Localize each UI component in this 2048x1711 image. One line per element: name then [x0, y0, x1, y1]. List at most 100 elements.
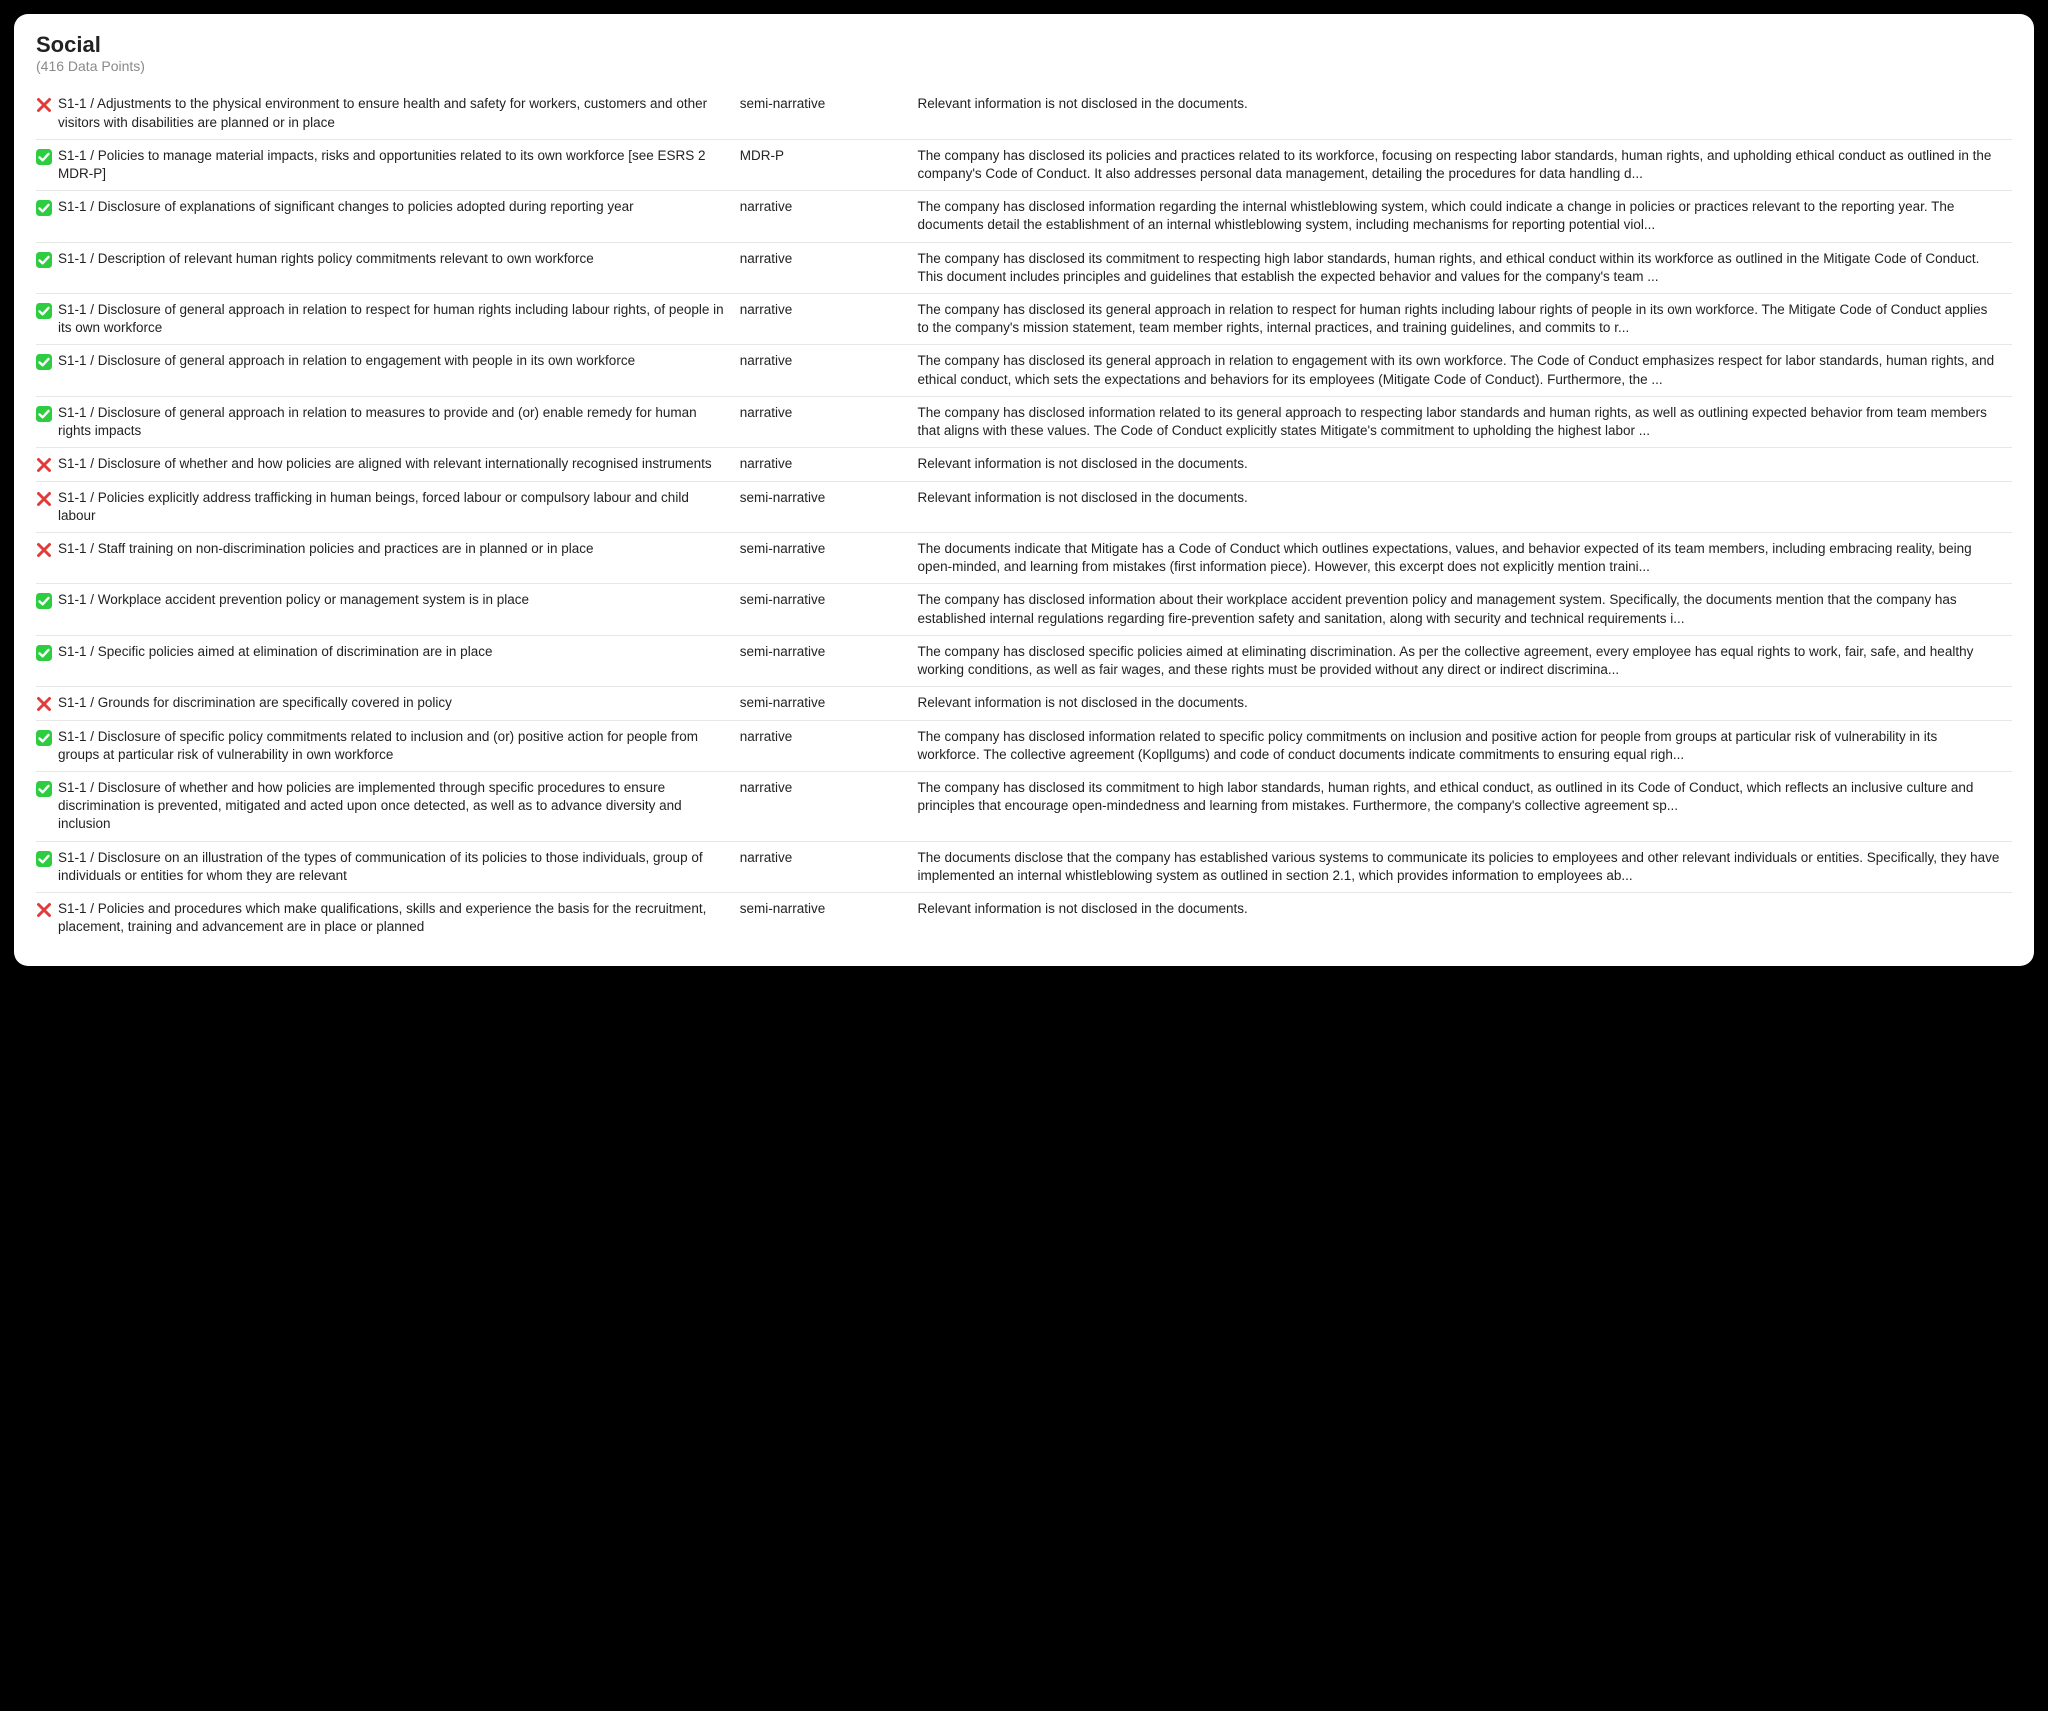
datapoint-description: The company has disclosed specific polic…: [918, 635, 2012, 686]
check-icon: [36, 851, 52, 867]
datapoint-label: S1-1 / Policies to manage material impac…: [58, 139, 740, 190]
datapoint-description: Relevant information is not disclosed in…: [918, 88, 2012, 139]
cross-icon: [36, 491, 52, 507]
table-row: S1-1 / Disclosure of general approach in…: [36, 345, 2012, 396]
datapoint-description: The company has disclosed information re…: [918, 720, 2012, 771]
cross-icon: [36, 97, 52, 113]
datapoint-type: narrative: [740, 191, 918, 242]
status-cell: [36, 345, 58, 396]
check-icon: [36, 354, 52, 370]
datapoint-description: The documents disclose that the company …: [918, 841, 2012, 892]
check-icon: [36, 781, 52, 797]
datapoint-description: The company has disclosed its commitment…: [918, 242, 2012, 293]
status-cell: [36, 893, 58, 944]
check-icon: [36, 593, 52, 609]
datapoint-description: The company has disclosed information re…: [918, 191, 2012, 242]
datapoint-type: semi-narrative: [740, 687, 918, 720]
table-row: S1-1 / Grounds for discrimination are sp…: [36, 687, 2012, 720]
check-icon: [36, 730, 52, 746]
datapoint-description: The company has disclosed information ab…: [918, 584, 2012, 635]
check-icon: [36, 200, 52, 216]
datapoint-type: narrative: [740, 841, 918, 892]
datapoint-label: S1-1 / Disclosure on an illustration of …: [58, 841, 740, 892]
cross-icon: [36, 696, 52, 712]
panel-subtitle: (416 Data Points): [36, 58, 2012, 74]
status-cell: [36, 771, 58, 841]
table-row: S1-1 / Disclosure of whether and how pol…: [36, 448, 2012, 481]
status-cell: [36, 687, 58, 720]
status-cell: [36, 533, 58, 584]
datapoint-label: S1-1 / Disclosure of general approach in…: [58, 396, 740, 447]
datapoint-label: S1-1 / Disclosure of explanations of sig…: [58, 191, 740, 242]
status-cell: [36, 88, 58, 139]
datapoint-description: Relevant information is not disclosed in…: [918, 893, 2012, 944]
datapoint-label: S1-1 / Policies explicitly address traff…: [58, 481, 740, 532]
cross-icon: [36, 902, 52, 918]
table-row: S1-1 / Specific policies aimed at elimin…: [36, 635, 2012, 686]
datapoint-description: The company has disclosed information re…: [918, 396, 2012, 447]
datapoint-type: narrative: [740, 720, 918, 771]
datapoint-type: narrative: [740, 345, 918, 396]
cross-icon: [36, 457, 52, 473]
datapoint-label: S1-1 / Policies and procedures which mak…: [58, 893, 740, 944]
datapoint-type: semi-narrative: [740, 481, 918, 532]
status-cell: [36, 448, 58, 481]
status-cell: [36, 720, 58, 771]
datapoint-type: semi-narrative: [740, 893, 918, 944]
datapoint-type: narrative: [740, 294, 918, 345]
datapoint-description: The company has disclosed its general ap…: [918, 294, 2012, 345]
status-cell: [36, 584, 58, 635]
table-row: S1-1 / Disclosure of explanations of sig…: [36, 191, 2012, 242]
table-row: S1-1 / Policies to manage material impac…: [36, 139, 2012, 190]
datapoint-label: S1-1 / Grounds for discrimination are sp…: [58, 687, 740, 720]
datapoint-label: S1-1 / Specific policies aimed at elimin…: [58, 635, 740, 686]
status-cell: [36, 242, 58, 293]
check-icon: [36, 645, 52, 661]
panel-header: Social (416 Data Points): [36, 32, 2012, 74]
table-row: S1-1 / Disclosure of general approach in…: [36, 294, 2012, 345]
status-cell: [36, 191, 58, 242]
datapoint-description: The company has disclosed its commitment…: [918, 771, 2012, 841]
datapoint-description: Relevant information is not disclosed in…: [918, 481, 2012, 532]
check-icon: [36, 406, 52, 422]
datapoint-type: semi-narrative: [740, 584, 918, 635]
datapoint-type: semi-narrative: [740, 533, 918, 584]
table-row: S1-1 / Policies explicitly address traff…: [36, 481, 2012, 532]
data-points-panel: Social (416 Data Points) S1-1 / Adjustme…: [14, 14, 2034, 966]
data-points-table: S1-1 / Adjustments to the physical envir…: [36, 88, 2012, 943]
datapoint-label: S1-1 / Disclosure of general approach in…: [58, 345, 740, 396]
datapoint-type: semi-narrative: [740, 88, 918, 139]
status-cell: [36, 841, 58, 892]
datapoint-label: S1-1 / Adjustments to the physical envir…: [58, 88, 740, 139]
datapoint-type: semi-narrative: [740, 635, 918, 686]
datapoint-type: narrative: [740, 242, 918, 293]
table-row: S1-1 / Policies and procedures which mak…: [36, 893, 2012, 944]
datapoint-label: S1-1 / Staff training on non-discriminat…: [58, 533, 740, 584]
check-icon: [36, 149, 52, 165]
datapoint-type: narrative: [740, 448, 918, 481]
datapoint-description: The company has disclosed its policies a…: [918, 139, 2012, 190]
check-icon: [36, 303, 52, 319]
table-row: S1-1 / Disclosure of specific policy com…: [36, 720, 2012, 771]
status-cell: [36, 139, 58, 190]
datapoint-type: MDR-P: [740, 139, 918, 190]
status-cell: [36, 396, 58, 447]
table-row: S1-1 / Disclosure of general approach in…: [36, 396, 2012, 447]
check-icon: [36, 252, 52, 268]
table-row: S1-1 / Disclosure on an illustration of …: [36, 841, 2012, 892]
datapoint-type: narrative: [740, 771, 918, 841]
datapoint-description: The documents indicate that Mitigate has…: [918, 533, 2012, 584]
datapoint-label: S1-1 / Disclosure of general approach in…: [58, 294, 740, 345]
table-row: S1-1 / Adjustments to the physical envir…: [36, 88, 2012, 139]
status-cell: [36, 635, 58, 686]
table-row: S1-1 / Description of relevant human rig…: [36, 242, 2012, 293]
cross-icon: [36, 542, 52, 558]
datapoint-description: Relevant information is not disclosed in…: [918, 687, 2012, 720]
table-row: S1-1 / Workplace accident prevention pol…: [36, 584, 2012, 635]
datapoint-label: S1-1 / Disclosure of whether and how pol…: [58, 771, 740, 841]
status-cell: [36, 294, 58, 345]
table-row: S1-1 / Staff training on non-discriminat…: [36, 533, 2012, 584]
datapoint-label: S1-1 / Disclosure of whether and how pol…: [58, 448, 740, 481]
table-row: S1-1 / Disclosure of whether and how pol…: [36, 771, 2012, 841]
datapoint-label: S1-1 / Workplace accident prevention pol…: [58, 584, 740, 635]
